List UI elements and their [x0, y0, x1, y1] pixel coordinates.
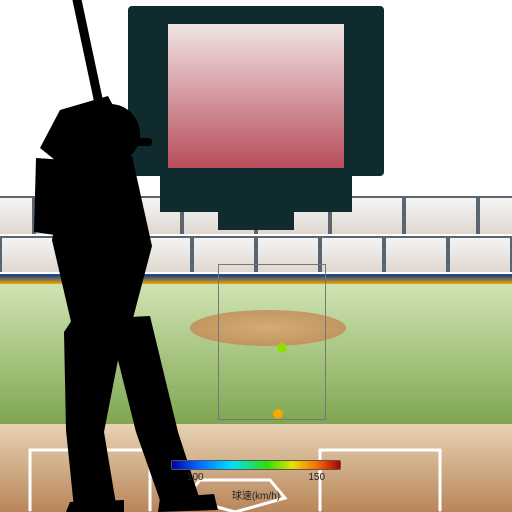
speed-legend: 100 150 球速(km/h)	[171, 460, 341, 502]
legend-axis-label: 球速(km/h)	[171, 487, 341, 502]
pitch-marker	[277, 343, 287, 353]
stage: 100 150 球速(km/h)	[0, 0, 512, 512]
legend-colorbar	[171, 460, 341, 470]
pitch-marker	[273, 409, 283, 419]
legend-tick: 150	[308, 472, 325, 483]
batter-silhouette	[0, 0, 260, 512]
legend-tick: 100	[187, 472, 204, 483]
legend-ticks: 100 150	[171, 472, 341, 486]
